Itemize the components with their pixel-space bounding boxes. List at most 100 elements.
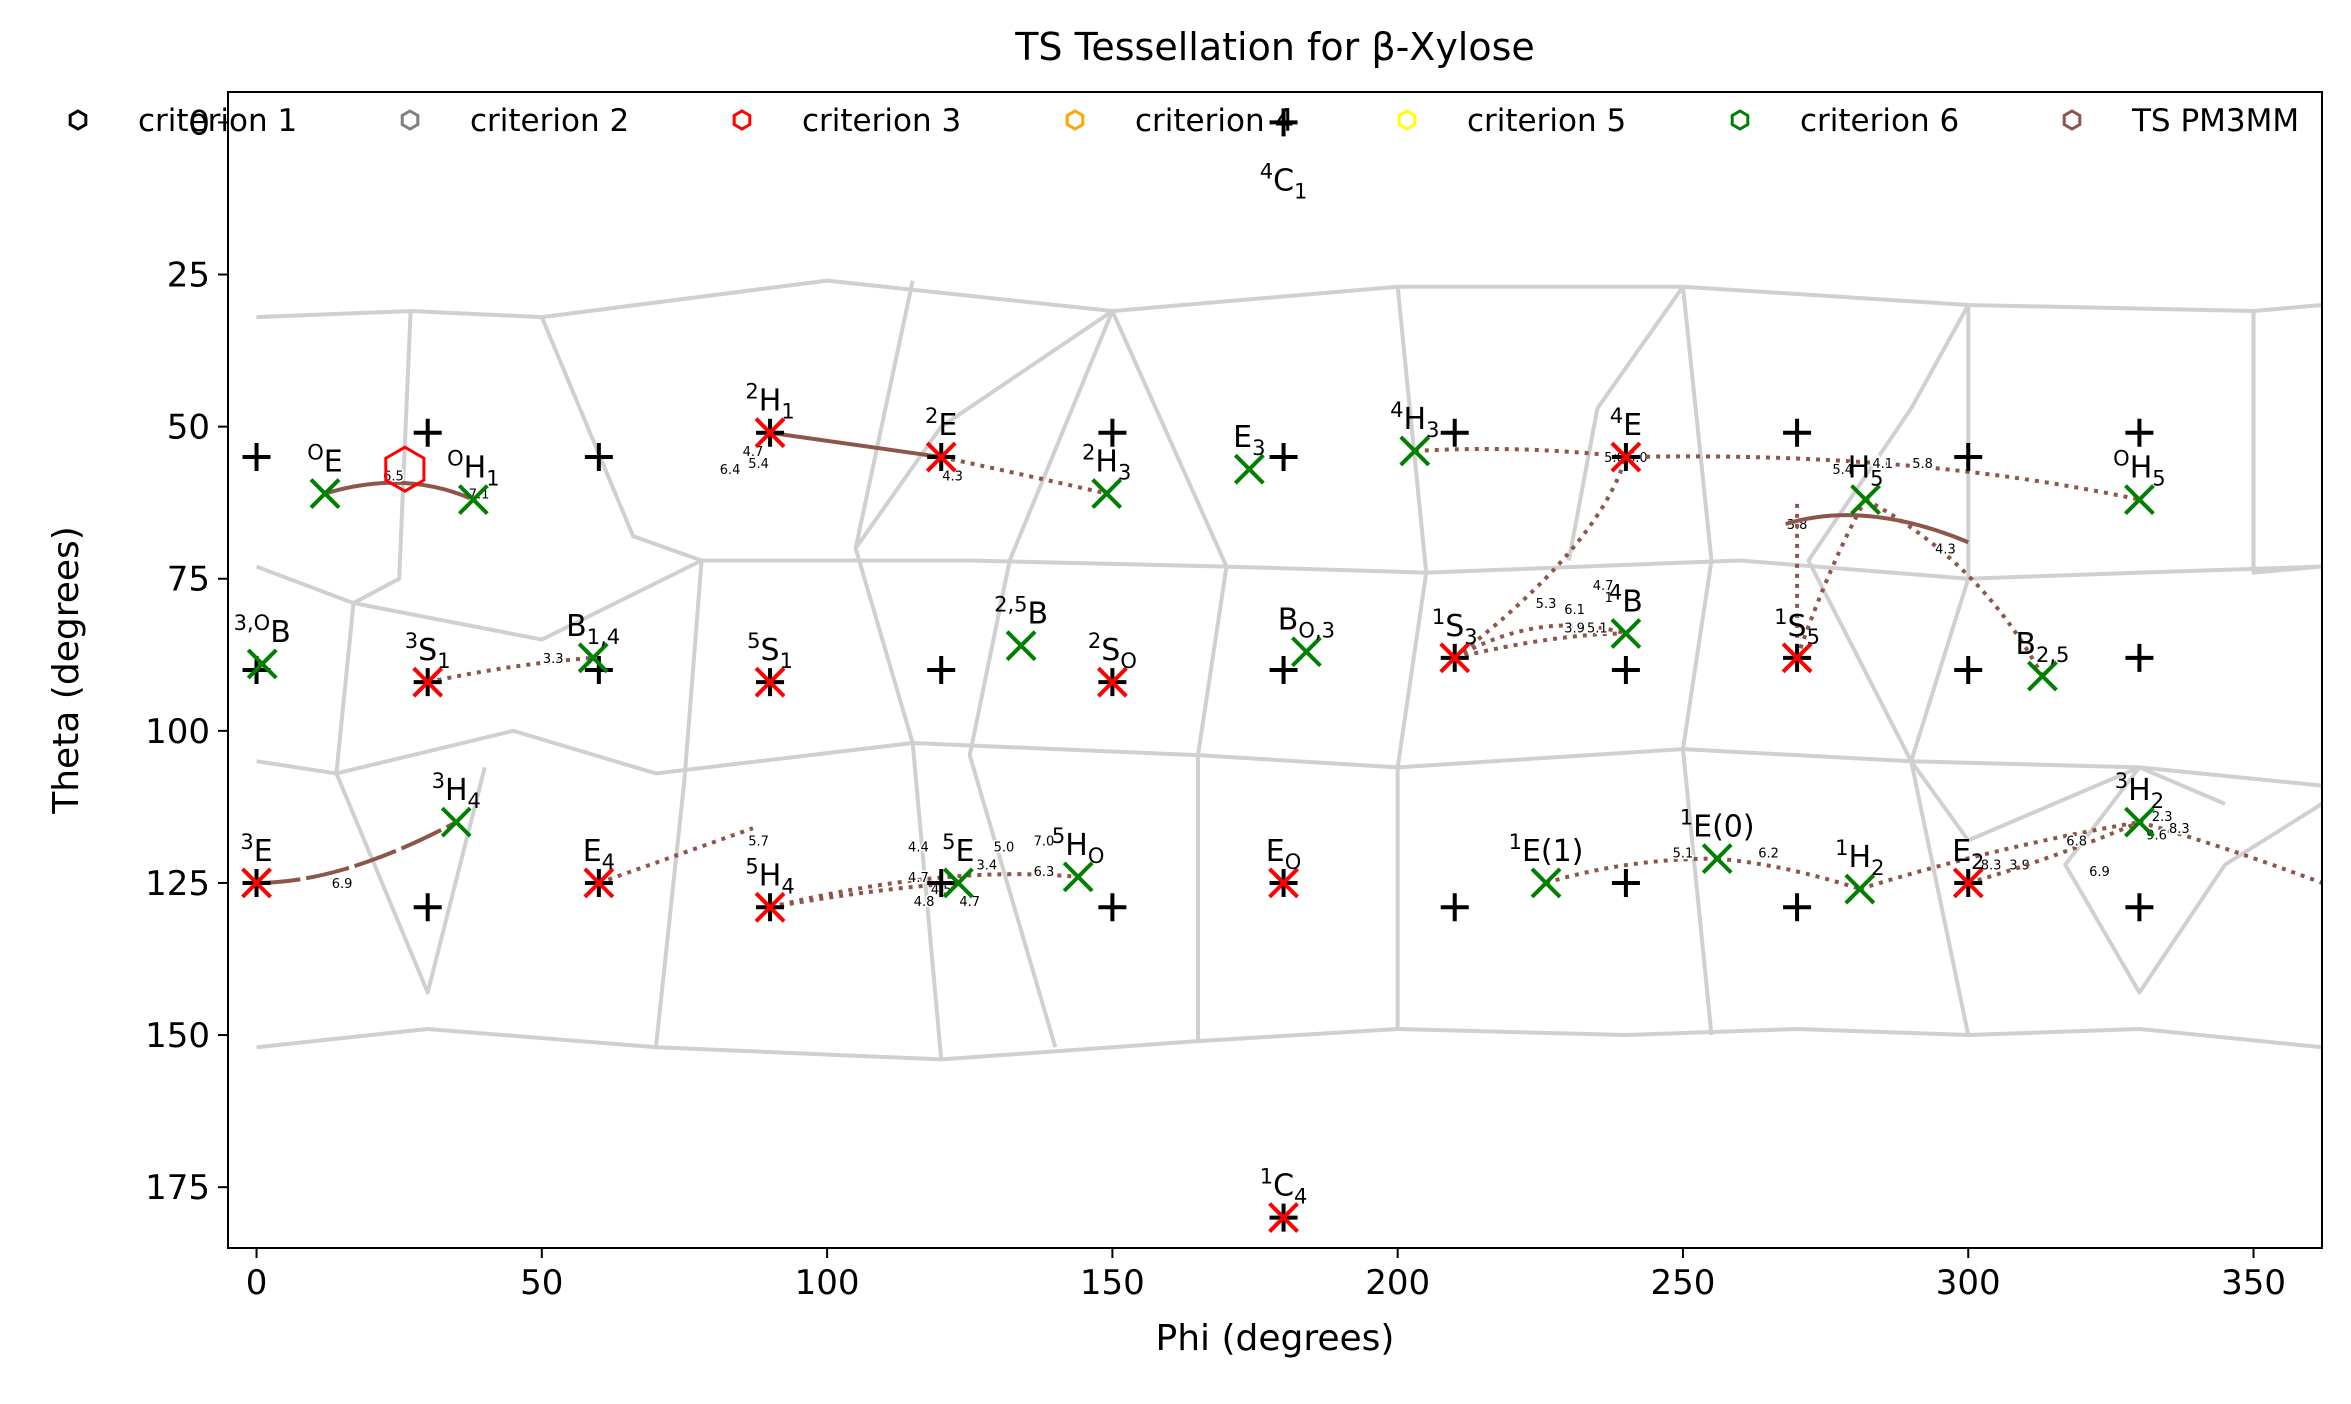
criterion6-x-marker xyxy=(1610,618,1642,649)
ts-energy-label: 6.1 xyxy=(1564,603,1585,618)
x-ticks: 0 50 100 150 200 250 300 350 xyxy=(246,1248,2286,1303)
ts-energy-label: 6.9 xyxy=(332,877,353,892)
tessellation-edge xyxy=(2251,311,2323,575)
criterion3-x-marker xyxy=(754,417,786,449)
legend-entry-label: criterion 6 xyxy=(1800,103,1959,139)
criterion6-x-marker xyxy=(1005,630,1037,662)
reference-plus-marker xyxy=(1440,418,1469,447)
ts-path xyxy=(1859,820,2140,891)
reference-plus-marker xyxy=(1783,893,1812,922)
reference-plus-marker xyxy=(1269,108,1298,137)
ts-energy-label: 1 xyxy=(1605,591,1613,606)
ts-energy-label: 5.4 xyxy=(1832,463,1853,478)
y-ticks: 0 25 50 75 100 125 150 175 xyxy=(145,103,228,1208)
y-tick-label: 150 xyxy=(145,1016,210,1056)
conformer-label-main: B xyxy=(270,615,291,650)
conformer-label-main: E xyxy=(956,834,975,869)
tessellation-layer xyxy=(255,278,2324,1062)
conformer-label: 1H2 xyxy=(1835,836,1884,880)
conformer-label-main: C xyxy=(1273,163,1294,198)
conformer-label-main: E xyxy=(938,408,957,443)
conformer-label-main: E xyxy=(583,834,602,869)
ts-energy-label: 4.7 xyxy=(743,445,764,460)
ts-path xyxy=(769,430,942,460)
conformer-label: B1,4 xyxy=(566,609,620,649)
conformer-label: 5H4 xyxy=(745,854,794,898)
criterion3-x-marker xyxy=(754,666,786,698)
criterion3-x-marker xyxy=(754,891,786,923)
conformer-label-sub: O xyxy=(1088,844,1105,868)
conformer-label-sup: 1 xyxy=(1680,806,1693,830)
reference-plus-marker xyxy=(927,868,956,897)
conformer-label: H5 xyxy=(1848,451,1884,491)
ts-energy-label: 2.3 xyxy=(2152,810,2173,825)
conformer-label-sub: 1,4 xyxy=(587,625,620,649)
ts-energy-label: 3.9 xyxy=(2009,859,2030,874)
conformer-label: BO,3 xyxy=(1278,603,1335,643)
conformer-label: 4C1 xyxy=(1260,159,1308,203)
ts-energy-label: 6.8 xyxy=(2066,834,2087,849)
criterion6-x-marker xyxy=(1233,453,1265,485)
conformer-label: OH5 xyxy=(2113,447,2165,491)
reference-plus-marker xyxy=(1269,443,1298,472)
conformer-label-sup: O xyxy=(2113,447,2130,471)
legend-hexagon-icon xyxy=(2062,109,2082,131)
criterion3-x-marker xyxy=(1096,666,1128,698)
reference-plus-marker xyxy=(1098,893,1127,922)
conformer-label-main: H xyxy=(464,451,487,486)
legend-entry-label: criterion 4 xyxy=(1135,103,1294,139)
point-layer xyxy=(241,108,2155,1233)
conformer-label-sup: 3 xyxy=(405,629,418,653)
conformer-label-sup: 4 xyxy=(1609,580,1622,604)
conformer-label-main: B xyxy=(566,609,587,644)
x-tick-label: 150 xyxy=(1080,1263,1145,1303)
conformer-label: 1E(0) xyxy=(1680,806,1755,845)
conformer-label-main: E xyxy=(1266,834,1285,869)
ts-energy-label: 5.4 xyxy=(748,457,769,472)
criterion6-x-marker xyxy=(246,648,278,680)
ts-path xyxy=(1453,623,1627,660)
reference-plus-marker xyxy=(1098,418,1127,447)
criterion6-x-marker xyxy=(1850,484,1881,516)
conformer-label: 5E xyxy=(942,830,974,869)
conformer-label: 2E xyxy=(925,404,957,443)
conformer-label-sub: 5 xyxy=(1807,625,1820,649)
legend-hexagon-icon xyxy=(732,109,752,131)
conformer-label-sup: 5 xyxy=(745,854,758,878)
ts-path xyxy=(1545,856,1718,885)
ts-energy-label: 8.3 xyxy=(2169,822,2190,837)
conformer-label: EO xyxy=(1266,834,1302,874)
criterion6-x-marker xyxy=(1844,873,1876,905)
conformer-label: E2 xyxy=(1952,834,1984,874)
x-tick-label: 350 xyxy=(2221,1263,2286,1303)
ts-path xyxy=(1625,454,2140,502)
conformer-label-sub: 1 xyxy=(437,649,450,673)
ts-energy-label: 4.3 xyxy=(1935,542,1956,557)
conformer-label: B2,5 xyxy=(2015,627,2069,667)
conformer-label: 3S1 xyxy=(405,629,451,673)
criterion6-x-marker xyxy=(942,867,974,899)
tessellation-edge xyxy=(1806,303,2226,843)
ts-energy-label: 5.8 xyxy=(1912,457,1933,472)
reference-plus-marker xyxy=(1611,656,1640,684)
conformer-label-sub: 5 xyxy=(1870,467,1883,491)
conformer-label-sup: 3,O xyxy=(234,611,271,635)
criterion6-x-marker xyxy=(1701,843,1733,875)
conformer-label-main: H xyxy=(445,773,468,808)
conformer-label-main: B xyxy=(1622,584,1643,619)
conformer-label: 4H3 xyxy=(1390,398,1439,442)
criterion6-x-marker xyxy=(1399,435,1431,467)
conformer-label-main: E xyxy=(254,834,273,869)
conformer-label-sup: 2 xyxy=(1088,629,1101,653)
reference-plus-marker xyxy=(2125,643,2154,672)
conformer-label: 3H4 xyxy=(432,769,481,813)
criterion3-x-marker xyxy=(241,867,272,899)
conformer-label: 4E xyxy=(1610,404,1642,443)
y-tick-label: 125 xyxy=(145,864,210,904)
conformer-label-sub: 1 xyxy=(780,649,793,673)
y-tick-label: 100 xyxy=(145,712,210,752)
tessellation-edge xyxy=(256,278,2323,320)
ts-energy-label: 7.0 xyxy=(1034,834,1055,849)
